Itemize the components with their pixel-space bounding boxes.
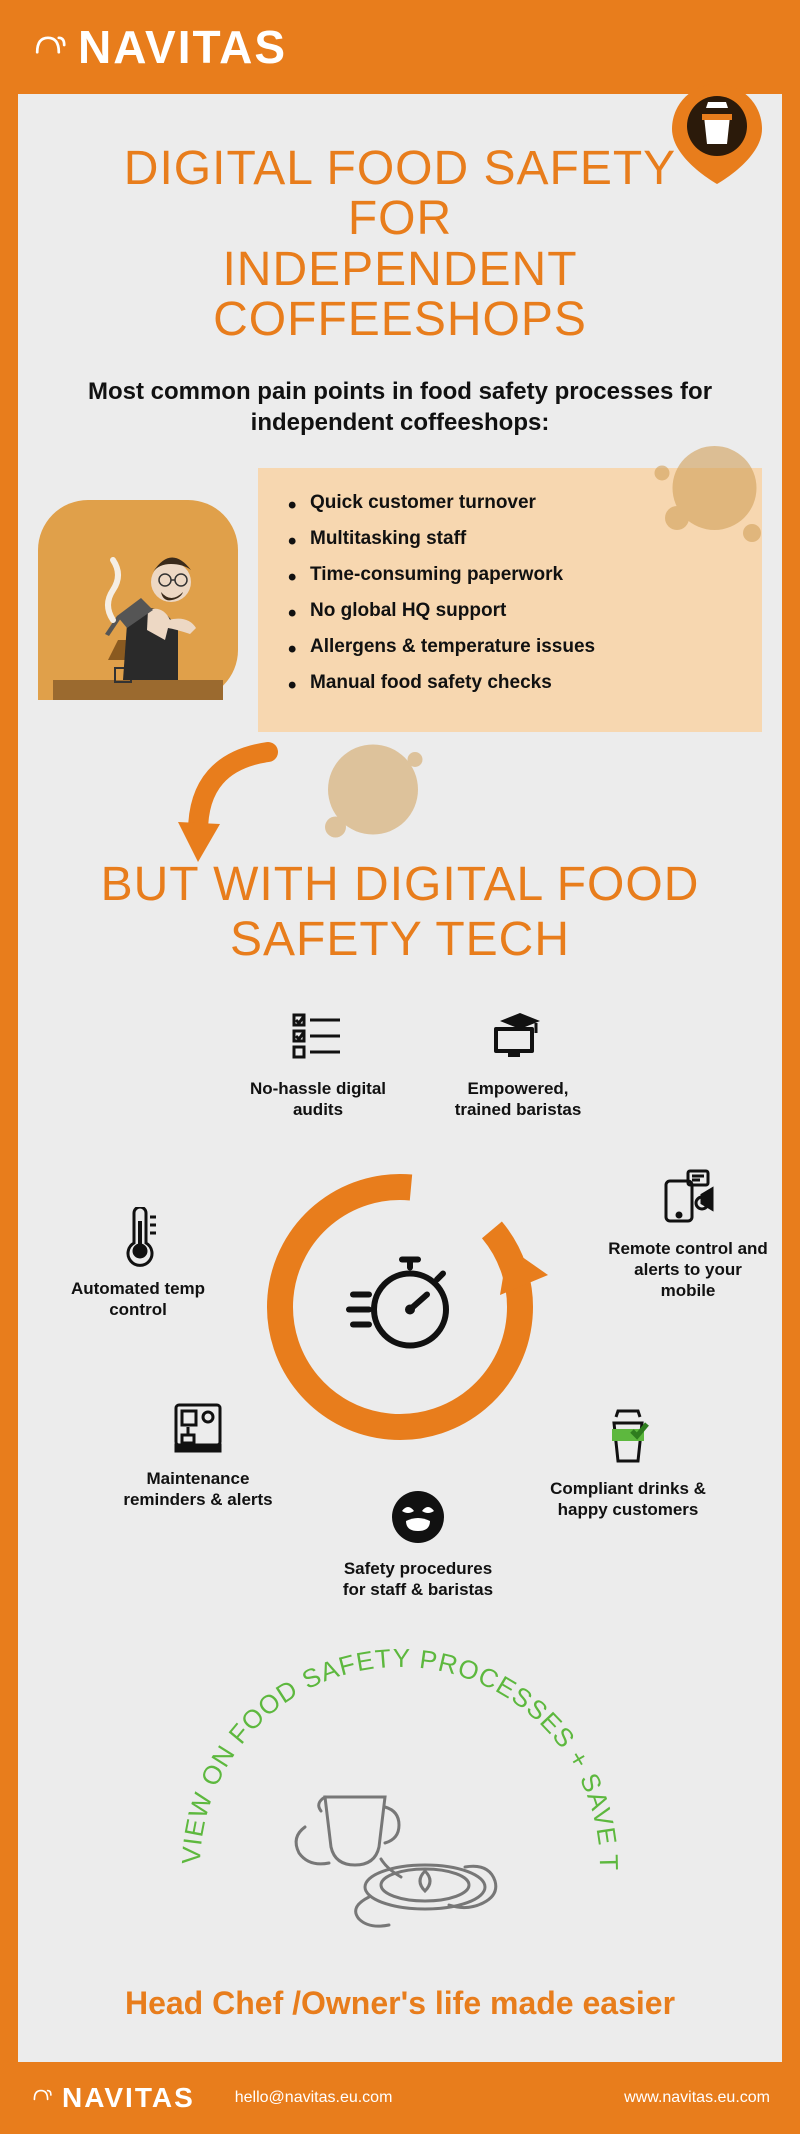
footer-email[interactable]: hello@navitas.eu.com bbox=[235, 2089, 393, 2107]
wheel-item-maintenance: Maintenance reminders & alerts bbox=[118, 1397, 278, 1511]
cup-map-pin-icon bbox=[672, 84, 762, 184]
page-title: DIGITAL FOOD SAFETY FOR INDEPENDENT COFF… bbox=[78, 144, 722, 346]
alerts-mobile-icon bbox=[658, 1167, 718, 1227]
subtitle: Most common pain points in food safety p… bbox=[78, 376, 722, 438]
checklist-icon bbox=[288, 1007, 348, 1067]
brand-glyph-icon bbox=[30, 27, 66, 68]
list-item: Manual food safety checks bbox=[288, 672, 732, 694]
brand-glyph-icon bbox=[30, 2084, 52, 2111]
wheel-item-training: Empowered, trained baristas bbox=[438, 1007, 598, 1121]
content-panel: DIGITAL FOOD SAFETY FOR INDEPENDENT COFF… bbox=[18, 94, 782, 2062]
wheel-item-temp: Automated temp control bbox=[58, 1207, 218, 1321]
brand-name: NAVITAS bbox=[78, 20, 287, 74]
list-item: Multitasking staff bbox=[288, 528, 732, 550]
pain-points-box: Quick customer turnover Multitasking sta… bbox=[258, 468, 762, 732]
ppe-icon bbox=[388, 1487, 448, 1547]
list-item: Quick customer turnover bbox=[288, 492, 732, 514]
benefits-wheel: No-hassle digital audits Empowered, trai… bbox=[38, 997, 762, 1617]
list-item: Allergens & temperature issues bbox=[288, 636, 732, 658]
wheel-item-audits: No-hassle digital audits bbox=[238, 1007, 398, 1121]
footer-bar: NAVITAS hello@navitas.eu.com www.navitas… bbox=[0, 2062, 800, 2134]
cup-check-icon bbox=[598, 1407, 658, 1467]
wheel-item-safety: Safety procedures for staff & baristas bbox=[338, 1487, 498, 1601]
thermometer-icon bbox=[108, 1207, 168, 1267]
coffee-stain-icon bbox=[298, 722, 448, 872]
owner-headline: Head Chef /Owner's life made easier bbox=[38, 1985, 762, 2022]
barista-illustration bbox=[38, 500, 238, 700]
curved-arrow-icon bbox=[158, 732, 298, 872]
arc-section: 360-VIEW ON FOOD SAFETY PROCESSES + SAVE… bbox=[38, 1637, 762, 1977]
wheel-item-remote: Remote control and alerts to your mobile bbox=[608, 1167, 768, 1302]
list-item: No global HQ support bbox=[288, 600, 732, 622]
footer-website[interactable]: www.navitas.eu.com bbox=[624, 2089, 770, 2107]
footer-brand: NAVITAS bbox=[62, 2082, 195, 2114]
latte-art-icon bbox=[285, 1767, 515, 1937]
training-icon bbox=[488, 1007, 548, 1067]
stopwatch-icon bbox=[345, 1249, 455, 1364]
list-item: Time-consuming paperwork bbox=[288, 564, 732, 586]
header-bar: NAVITAS bbox=[0, 0, 800, 94]
pain-points-row: Quick customer turnover Multitasking sta… bbox=[38, 468, 762, 732]
espresso-machine-icon bbox=[168, 1397, 228, 1457]
wheel-item-compliant: Compliant drinks & happy customers bbox=[548, 1407, 708, 1521]
